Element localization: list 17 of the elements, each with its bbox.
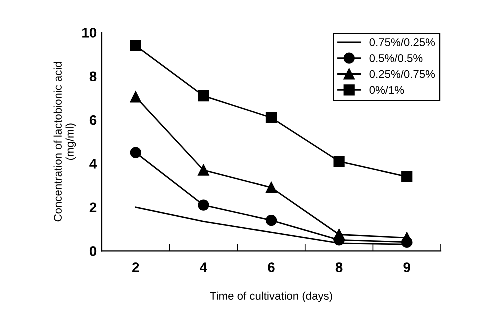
- x-tick-label: 6: [268, 262, 275, 272]
- x-axis-title: Time of cultivation (days): [210, 292, 332, 302]
- y-tick-label: 4: [90, 159, 98, 169]
- legend-label: 0%/1%: [370, 86, 404, 94]
- x-tick-label: 8: [336, 262, 343, 272]
- y-tick-label: 6: [90, 115, 97, 126]
- x-tick-label: 2: [132, 262, 140, 272]
- y-tick-label: 0: [90, 246, 97, 256]
- x-tick-label: 9: [404, 262, 410, 272]
- legend-label: 0.25%/0.75%: [370, 70, 436, 78]
- y-tick-label: 2: [90, 202, 97, 212]
- legend-label: 0.5%/0.5%: [370, 54, 423, 62]
- y-axis-title: Concentration of lactobionic acid (mg/ml): [54, 62, 76, 222]
- legend-label: 0.75%/0.25%: [370, 38, 436, 46]
- x-tick-label: 4: [200, 262, 208, 272]
- y-tick-label: 8: [90, 72, 97, 82]
- y-tick-label: 10: [82, 28, 97, 38]
